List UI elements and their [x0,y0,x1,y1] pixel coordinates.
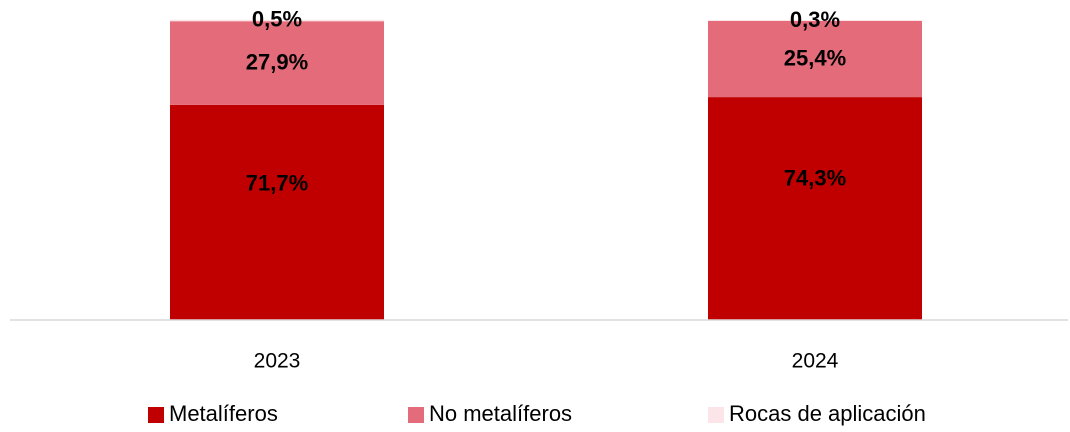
data-label-2024-2: 25,4% [784,46,846,71]
legend: Metalíferos No metalíferos Rocas de aplica… [148,401,926,426]
legend-label: Metalíferos [169,401,278,426]
legend-swatch [148,407,164,423]
bar-segment-2024-3 [708,20,922,21]
x-tick-labels: 2023 2024 [254,350,839,373]
bar-segment-2023-3 [170,19,384,22]
x-tick-label: 2023 [254,350,301,373]
legend-item-1: Metalíferos [148,401,278,426]
bar-segment-2023-2 [170,21,384,105]
data-label-2023-3: 0,5% [252,7,302,32]
x-tick-label: 2024 [792,350,839,373]
legend-item-3: Rocas de aplicación [708,401,926,426]
bar-segment-2024-1 [708,97,922,320]
data-label-2023-1: 71,7% [246,170,308,195]
data-label-2023-2: 27,9% [246,50,308,75]
data-label-2024-3: 0,3% [790,7,840,32]
legend-item-2: No metalíferos [408,401,572,426]
legend-swatch [708,407,724,423]
bar-segment-2024-2 [708,20,922,98]
bar-segment-2023-1 [170,104,384,321]
legend-label: No metalíferos [429,401,572,426]
data-label-2024-1: 74,3% [784,165,846,190]
legend-label: Rocas de aplicación [729,401,926,426]
data-labels-layer: 71,7% 27,9% 0,5% 74,3% 25,4% 0,3% [246,7,846,196]
bars-layer [170,19,922,321]
legend-swatch [408,407,424,423]
